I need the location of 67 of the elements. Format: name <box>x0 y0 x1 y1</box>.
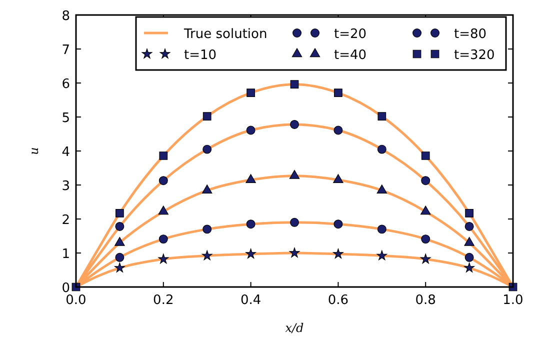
point <box>333 174 344 183</box>
point <box>421 234 430 244</box>
point <box>464 252 474 262</box>
y-axis-title: u <box>27 147 41 155</box>
x-tick-label: 0.6 <box>328 293 349 308</box>
y-tick-label: 5 <box>62 111 70 126</box>
x-tick-label: 1.0 <box>502 293 524 308</box>
point <box>158 254 169 264</box>
point <box>158 206 169 215</box>
point <box>465 209 474 218</box>
y-tick-label: 4 <box>62 145 70 160</box>
point <box>115 222 124 231</box>
point <box>246 220 256 229</box>
point <box>464 222 474 231</box>
y-tick-label: 8 <box>62 9 70 24</box>
legend-label: t=10 <box>184 48 217 63</box>
point <box>116 209 124 218</box>
point <box>158 176 168 186</box>
point <box>115 252 124 262</box>
point <box>246 174 256 183</box>
point <box>114 236 125 246</box>
point <box>246 88 255 98</box>
point <box>202 184 212 194</box>
point <box>334 220 343 229</box>
point <box>202 250 212 260</box>
point <box>158 234 168 244</box>
y-tick-label: 2 <box>62 213 70 228</box>
point <box>378 112 386 120</box>
point <box>332 248 344 258</box>
x-tick-label: 0.8 <box>415 293 436 308</box>
point <box>289 248 300 258</box>
point <box>420 206 431 215</box>
legend-label: t=20 <box>334 27 367 42</box>
y-tick-label: 1 <box>62 247 70 262</box>
point <box>421 152 430 160</box>
point <box>377 144 386 154</box>
point <box>202 112 212 120</box>
point <box>246 248 256 258</box>
x-tick-label: 0.0 <box>66 293 86 308</box>
y-tick-label: 3 <box>62 179 70 194</box>
point <box>246 126 256 135</box>
point <box>377 224 386 234</box>
legend-label: t=320 <box>454 48 495 63</box>
y-tick-label: 7 <box>62 43 70 58</box>
legend-label: True solution <box>183 27 268 42</box>
point <box>376 184 388 194</box>
point <box>290 120 299 129</box>
y-tick-label: 6 <box>62 77 70 92</box>
point <box>334 126 343 135</box>
point <box>114 262 125 272</box>
point <box>376 250 388 260</box>
point <box>290 218 299 227</box>
point <box>290 80 299 89</box>
x-axis-title: x/d <box>285 321 304 335</box>
point <box>420 254 431 264</box>
x-tick-label: 0.2 <box>153 293 174 308</box>
x-tick-label: 0.4 <box>240 293 262 308</box>
point <box>334 88 342 98</box>
point <box>202 224 212 234</box>
point <box>464 262 475 272</box>
point <box>202 144 212 154</box>
legend-label: t=40 <box>334 48 367 63</box>
point <box>421 176 430 186</box>
point <box>289 170 300 179</box>
point <box>464 236 474 246</box>
legend-label: t=80 <box>454 27 487 42</box>
point <box>159 152 168 160</box>
